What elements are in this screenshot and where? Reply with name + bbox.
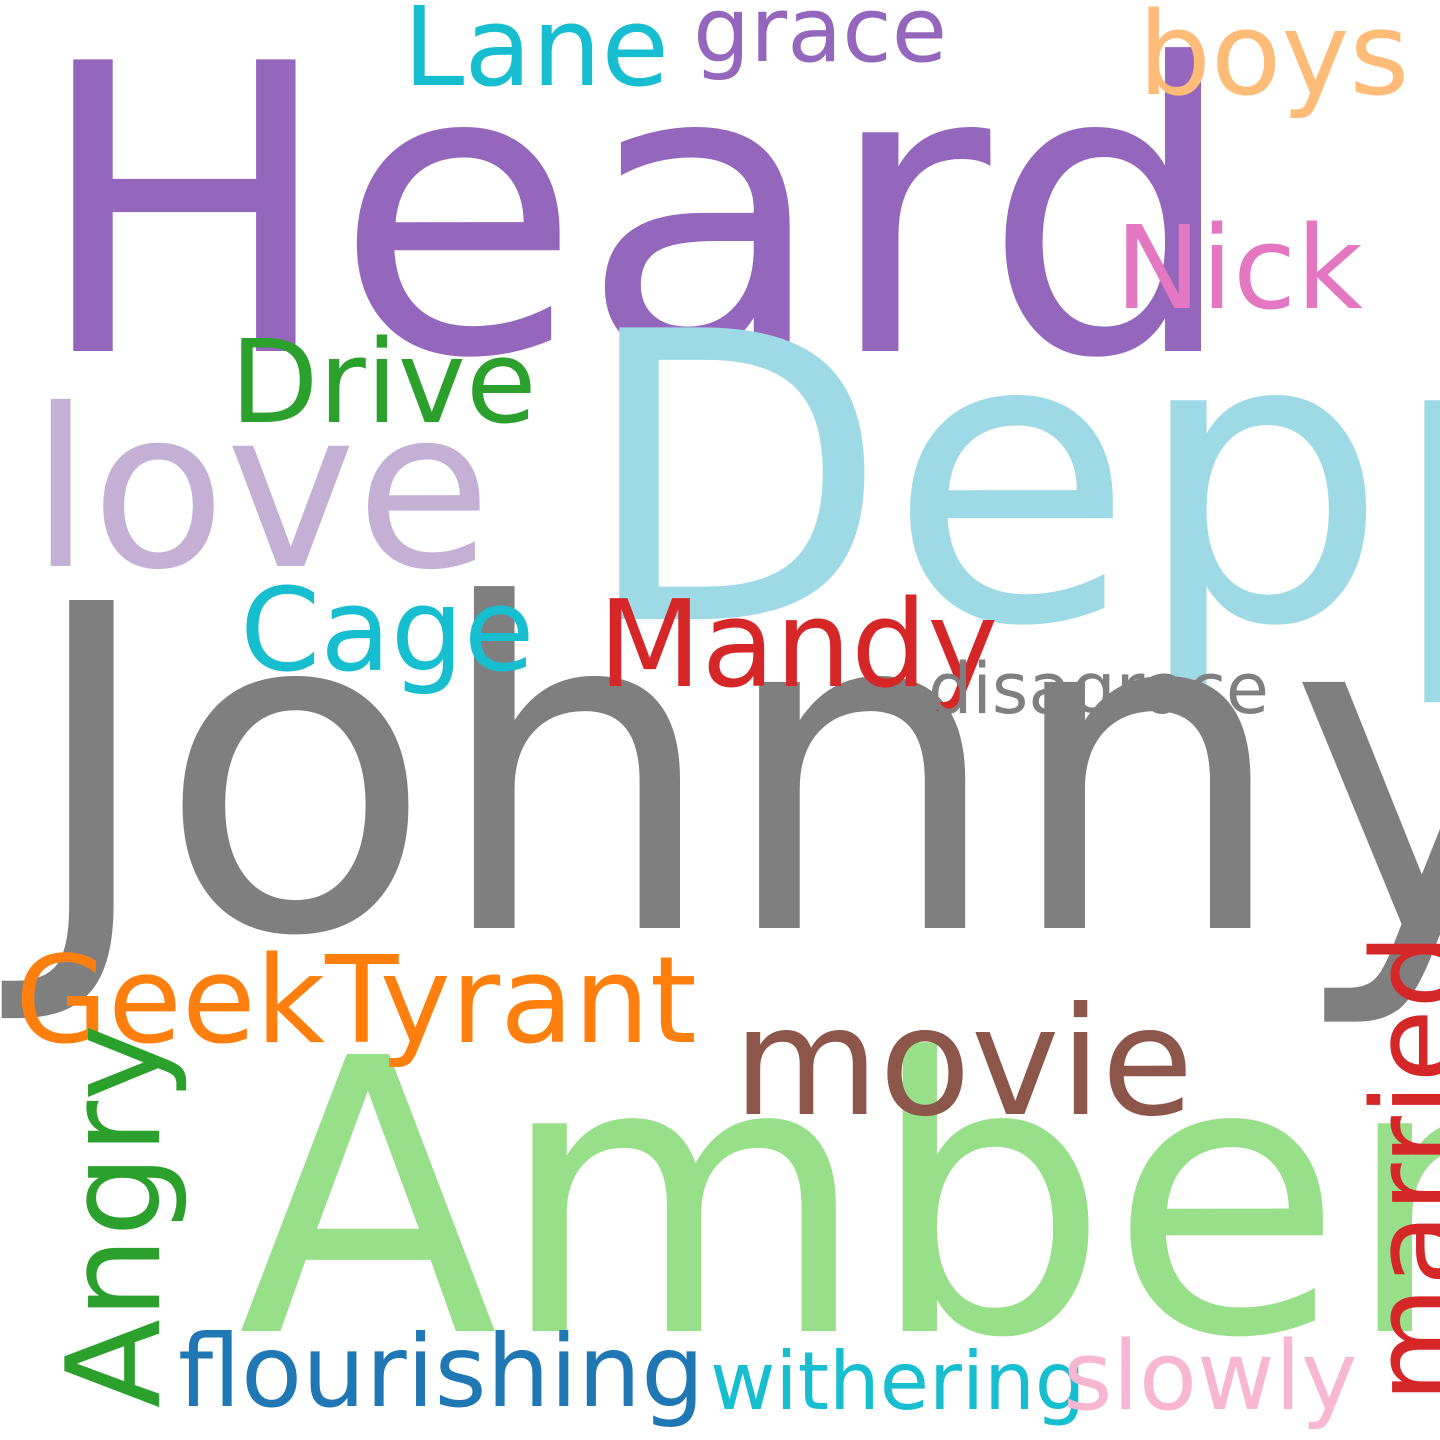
word-grace: grace <box>693 0 948 83</box>
word-depp: Depp <box>580 249 1440 714</box>
word-disagrace: disagrace <box>928 648 1269 730</box>
word-married: married <box>1348 932 1440 1404</box>
word-drive: Drive <box>230 316 537 450</box>
word-johnny: Johnny <box>25 511 1440 1035</box>
word-movie: movie <box>733 976 1194 1150</box>
word-geektyrant: GeekTyrant <box>15 932 697 1071</box>
word-amber: Amber <box>238 978 1440 1421</box>
word-nick: Nick <box>1115 202 1363 336</box>
word-flourishing: flourishing <box>178 1313 705 1430</box>
word-boys: boys <box>1138 0 1410 122</box>
word-love: love <box>30 362 492 618</box>
word-mandy: Mandy <box>598 576 999 715</box>
word-lane: Lane <box>403 0 670 111</box>
word-slowly: slowly <box>1063 1322 1358 1432</box>
word-cage: Cage <box>240 564 535 698</box>
word-heard: Heard <box>34 0 1238 446</box>
word-withering: withering <box>710 1335 1086 1428</box>
word-angry: Angry <box>38 1023 191 1409</box>
